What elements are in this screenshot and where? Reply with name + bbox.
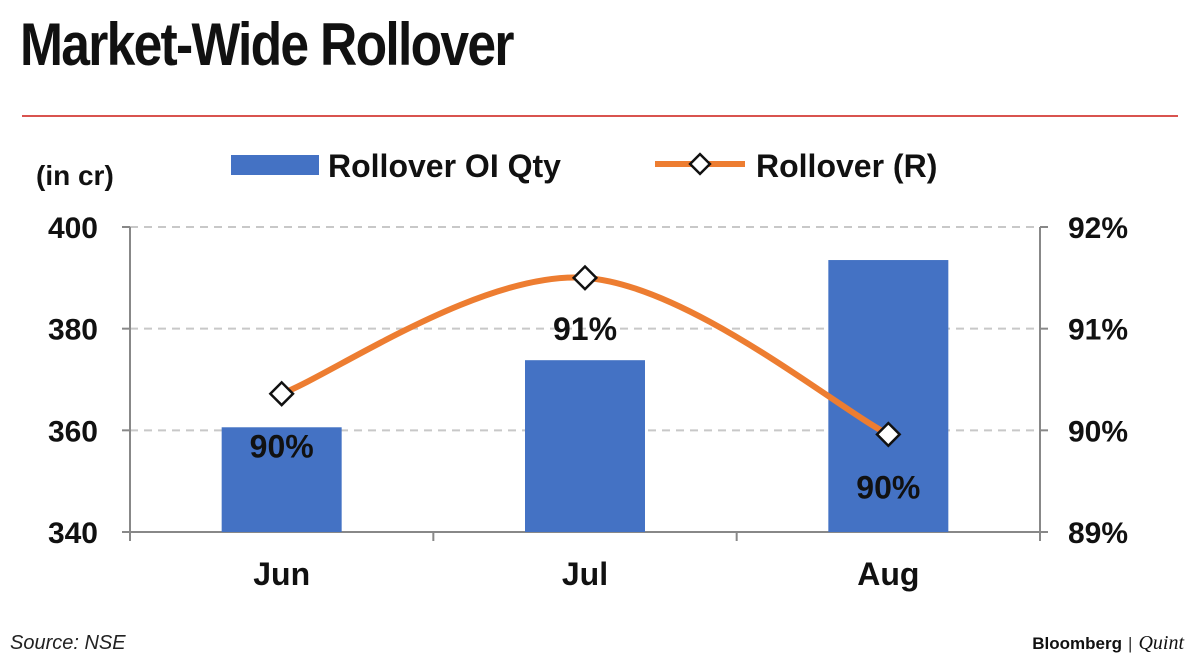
bar: [828, 260, 949, 532]
x-tick-label: Aug: [857, 556, 919, 592]
y-tick-label: 360: [48, 415, 98, 448]
data-label: 91%: [553, 311, 617, 347]
x-tick-label: Jun: [253, 556, 310, 592]
y2-tick-label: 91%: [1068, 314, 1128, 347]
rollover-marker: [875, 421, 902, 448]
data-label: 90%: [250, 429, 314, 465]
y2-tick-label: 90%: [1068, 415, 1128, 448]
y-tick-label: 400: [48, 212, 98, 245]
legend-line-label: Rollover (R): [756, 148, 937, 184]
legend-bar-label: Rollover OI Qty: [328, 148, 561, 184]
brand-name: Bloomberg: [1032, 634, 1123, 653]
data-label: 90%: [856, 469, 920, 505]
source-note: Source: NSE: [10, 632, 126, 654]
brand-separator: |: [1128, 634, 1133, 653]
title-divider: [22, 115, 1178, 117]
y2-tick-label: 92%: [1068, 212, 1128, 245]
rollover-marker: [268, 380, 295, 407]
x-tick-label: Jul: [562, 556, 608, 592]
bar: [221, 427, 342, 532]
brand-suffix: Quint: [1138, 632, 1184, 654]
brand-logo: Bloomberg | Quint: [1032, 632, 1184, 655]
rollover-marker: [571, 264, 599, 291]
page-title: Market-Wide Rollover: [20, 11, 514, 78]
legend-line-marker: [688, 152, 712, 176]
y-tick-label: 380: [48, 314, 98, 347]
y-axis-label: (in cr): [36, 160, 114, 191]
legend-bar-swatch: [231, 155, 319, 175]
bar: [525, 360, 645, 532]
y-tick-label: 340: [48, 517, 98, 550]
y2-tick-label: 89%: [1068, 517, 1128, 550]
